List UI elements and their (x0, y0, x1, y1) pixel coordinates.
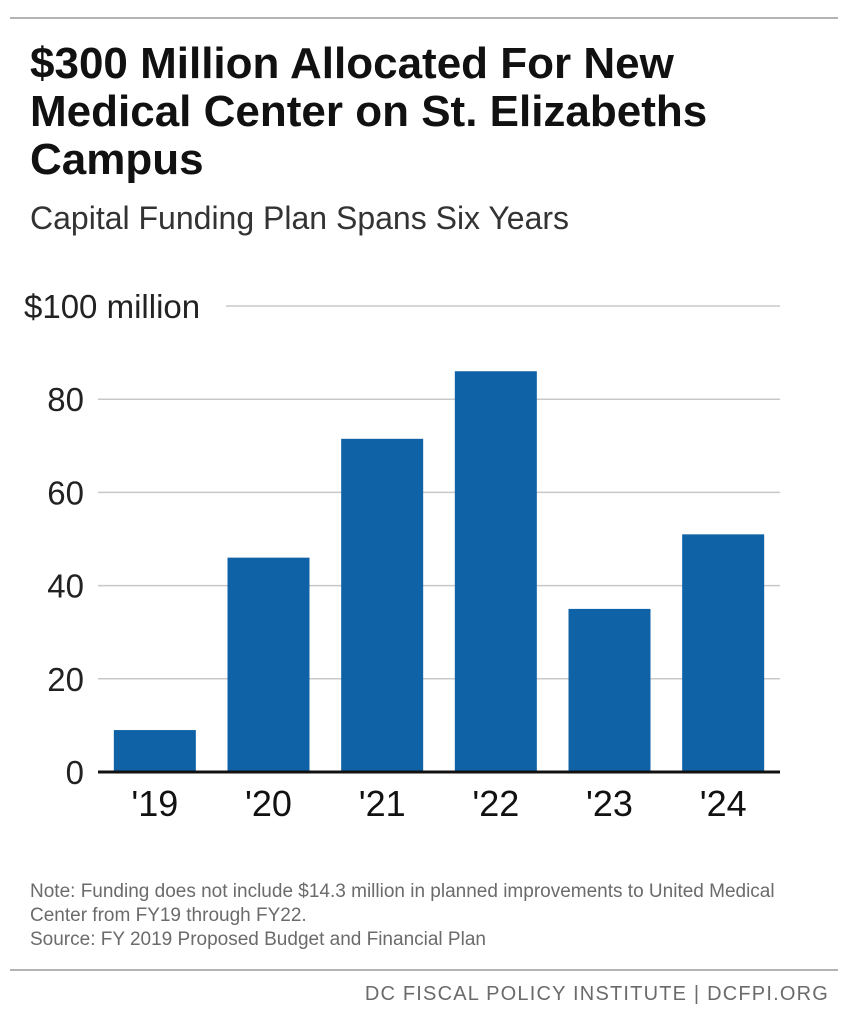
bar (341, 438, 424, 772)
bar (454, 371, 537, 772)
top-divider (10, 17, 838, 19)
bars (113, 371, 765, 772)
footer-credit: DC FISCAL POLICY INSTITUTE | DCFPI.ORG (364, 983, 829, 1005)
x-tick-label: '23 (586, 783, 633, 824)
x-tick-label: '20 (245, 783, 292, 824)
x-tick-label: '21 (359, 783, 406, 824)
x-tick-label: '24 (700, 783, 747, 824)
chart-title: $300 Million Allocated For New Medical C… (30, 39, 708, 184)
y-tick-label: 80 (47, 381, 84, 418)
y-tick-labels: 0 20 40 60 80 $100 million (24, 288, 200, 791)
bar-chart: 0 20 40 60 80 $100 million '19 '20 '21 '22 '23 '24 (24, 288, 780, 824)
x-tick-label: '19 (131, 783, 178, 824)
bar (227, 557, 310, 772)
y-tick-label: $100 million (24, 288, 200, 325)
y-tick-label: 40 (47, 568, 84, 605)
chart-subtitle: Capital Funding Plan Spans Six Years (30, 200, 570, 236)
source-text: Source: FY 2019 Proposed Budget and Fina… (30, 929, 486, 950)
bar (568, 608, 651, 772)
x-tick-label: '22 (472, 783, 519, 824)
bar (113, 730, 196, 772)
y-tick-label: 20 (47, 661, 84, 698)
note-text: Note: Funding does not include $14.3 mil… (30, 881, 775, 926)
x-tick-labels: '19 '20 '21 '22 '23 '24 (131, 783, 746, 824)
chart-note: Note: Funding does not include $14.3 mil… (30, 880, 820, 952)
y-tick-label: 0 (66, 754, 84, 791)
bottom-divider (10, 969, 838, 971)
bar (682, 534, 765, 772)
y-tick-label: 60 (47, 474, 84, 511)
gridlines (98, 305, 780, 680)
